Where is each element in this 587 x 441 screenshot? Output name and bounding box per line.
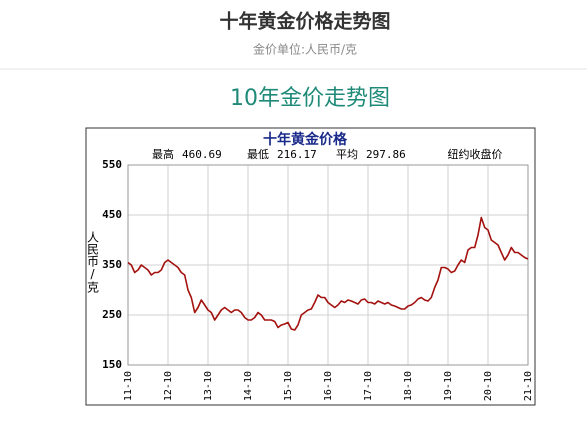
chart-title: 十年黄金价格 xyxy=(263,131,348,148)
stat-label: 最高 xyxy=(152,147,174,161)
section-title: 10年金价走势图 xyxy=(230,86,390,111)
stat-label: 最低 xyxy=(247,148,269,161)
stat-label: 平均 xyxy=(336,148,358,161)
stat-value: 460.69 xyxy=(182,148,222,161)
x-tick-label: 17-10 xyxy=(363,371,374,401)
chart-frame xyxy=(85,127,536,406)
page-subtitle: 金价单位:人民币/克 xyxy=(253,42,357,57)
stat-value: 216.17 xyxy=(277,148,317,161)
y-tick-label: 450 xyxy=(102,208,122,221)
x-tick-label: 12-10 xyxy=(163,371,174,401)
x-tick-label: 13-10 xyxy=(203,371,214,401)
y-tick-label: 550 xyxy=(102,158,122,171)
page-title: 十年黄金价格走势图 xyxy=(219,10,390,33)
y-tick-label: 150 xyxy=(102,358,122,371)
x-tick-label: 15-10 xyxy=(283,371,294,401)
x-tick-label: 11-10 xyxy=(123,371,134,401)
y-tick-label: 350 xyxy=(102,258,122,271)
x-tick-label: 14-10 xyxy=(243,371,254,401)
x-tick-label: 18-10 xyxy=(403,371,414,401)
plot-border xyxy=(127,164,529,366)
price-line xyxy=(127,216,529,331)
y-axis-label: 人民币/克 xyxy=(86,231,100,294)
x-tick-label: 16-10 xyxy=(323,371,334,401)
y-tick-label: 250 xyxy=(102,308,122,321)
source-note: 纽约收盘价 xyxy=(448,147,503,161)
x-tick-label: 20-10 xyxy=(483,371,494,401)
x-tick-label: 21-10 xyxy=(523,371,534,401)
stat-value: 297.86 xyxy=(366,148,406,161)
x-tick-label: 19-10 xyxy=(443,371,454,401)
